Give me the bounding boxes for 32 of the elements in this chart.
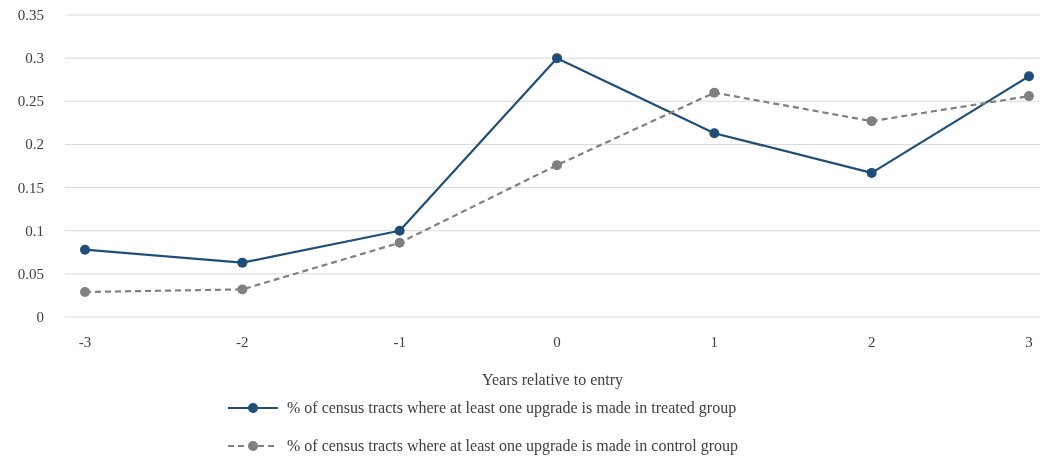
y-tick-label: 0.2 [25,136,44,153]
x-tick-label: 1 [710,334,719,350]
point [866,167,877,178]
point [80,286,90,297]
point [709,128,720,139]
y-tick-label: 0.25 [17,93,44,110]
y-tick-label: 0.1 [25,222,44,239]
y-tick-label: 0.3 [25,50,44,67]
x-tick-label: -3 [78,334,92,350]
point [237,257,248,268]
point [80,244,90,255]
point [394,225,405,236]
x-axis-title: Years relative to entry [482,371,623,389]
x-tick-label: 3 [1025,334,1033,350]
point [552,53,562,64]
y-tick-label: 0.35 [17,7,44,23]
x-tick-label: 0 [553,334,561,350]
y-tick-label: 0.05 [17,265,44,282]
y-tick-label: 0 [36,309,44,325]
point [866,116,877,127]
y-tick-label: 0.15 [17,179,44,196]
point [552,160,562,171]
point [1024,71,1034,82]
point [237,284,248,295]
x-tick-label: -1 [393,334,406,350]
point [709,87,720,98]
legend-label: % of census tracts where at least one upgrade is made in control group [287,437,738,455]
x-tick-label: 2 [867,334,876,350]
x-tick-label: -2 [236,334,249,350]
legend-label: % of census tracts where at least one upgrade is made in treated group [287,399,737,417]
point [394,237,405,248]
point [1024,91,1034,102]
